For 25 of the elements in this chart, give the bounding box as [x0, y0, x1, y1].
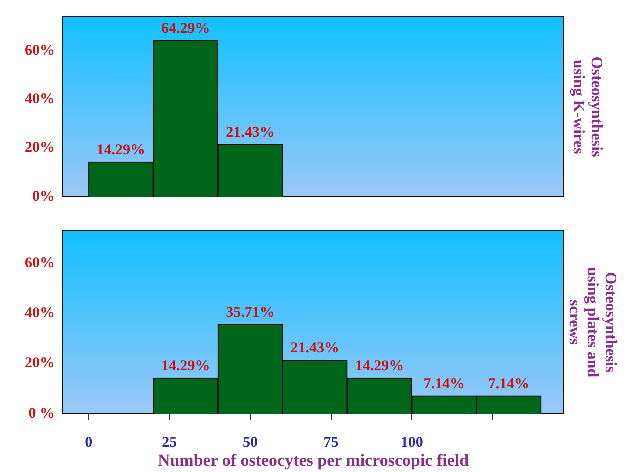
- y-tick-label: 40%: [25, 306, 55, 322]
- x-tick-label: 75: [324, 434, 339, 451]
- x-tick-label: 0: [85, 434, 93, 451]
- data-label: 7.14%: [424, 376, 466, 392]
- text: Osteosynthesis using plates and screws: [566, 267, 619, 378]
- data-label: 14.29%: [355, 358, 404, 375]
- data-label: 64.29%: [161, 20, 210, 37]
- data-label: 14.29%: [96, 142, 146, 159]
- y-tick-label: 20%: [25, 356, 55, 372]
- y-tick-label: 20%: [25, 140, 55, 156]
- x-tick-label: 50: [242, 434, 258, 451]
- data-label: 35.71%: [226, 304, 275, 321]
- data-label: 14.29%: [161, 358, 210, 375]
- x-tick-label: 25: [162, 434, 178, 451]
- y-tick-label: 60%: [25, 255, 55, 272]
- x-axis-title: Number of osteocytes per microscopic field: [158, 451, 470, 470]
- x-tick-label: 100: [400, 434, 424, 451]
- text: Osteosynthesis using K-wires: [570, 56, 605, 158]
- data-label: 21.43%: [226, 125, 275, 142]
- y-tick-label: 0%: [32, 188, 55, 205]
- y-tick-label: 40%: [25, 92, 55, 108]
- y-tick-label: 60%: [25, 42, 55, 59]
- y-tick-label: 0 %: [28, 406, 55, 422]
- data-label: 7.14%: [488, 376, 530, 392]
- data-label: 21.43%: [290, 340, 340, 357]
